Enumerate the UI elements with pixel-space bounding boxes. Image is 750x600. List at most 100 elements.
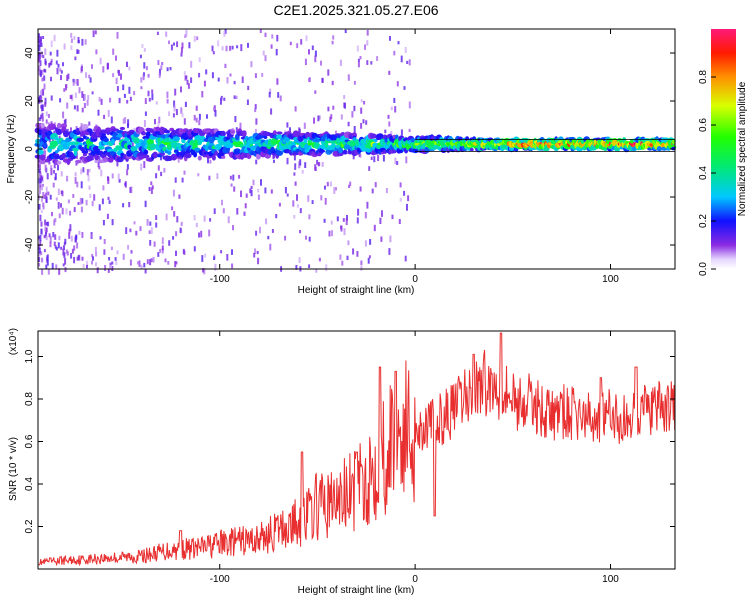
noise-cell — [56, 68, 59, 75]
noise-cell — [246, 99, 249, 105]
noise-cell — [129, 228, 132, 233]
noise-cell — [122, 253, 125, 260]
noise-cell — [40, 184, 43, 191]
noise-cell — [175, 109, 178, 116]
noise-cell — [318, 115, 321, 120]
noise-cell — [46, 259, 49, 266]
noise-cell — [38, 65, 41, 72]
noise-cell — [151, 93, 154, 101]
noise-cell — [403, 86, 406, 90]
noise-cell — [89, 77, 92, 83]
noise-cell — [73, 105, 76, 110]
noise-cell — [159, 68, 161, 76]
noise-cell — [143, 161, 146, 169]
noise-cell — [225, 45, 228, 52]
ridge-cell — [410, 138, 416, 142]
noise-cell — [227, 216, 230, 224]
noise-cell — [180, 47, 183, 53]
noise-cell — [88, 168, 91, 173]
noise-cell — [149, 240, 152, 246]
noise-cell — [46, 173, 49, 180]
noise-cell — [235, 127, 238, 134]
colorbar-tick-label: 0.2 — [698, 214, 709, 228]
noise-cell — [276, 78, 279, 85]
noise-cell — [143, 120, 146, 127]
noise-cell — [44, 97, 47, 105]
noise-cell — [60, 171, 63, 177]
noise-cell — [400, 129, 403, 136]
ridge-cell — [115, 136, 120, 141]
noise-cell — [72, 81, 75, 86]
noise-cell — [155, 101, 158, 105]
noise-cell — [57, 201, 60, 209]
noise-cell — [153, 241, 156, 247]
noise-cell — [357, 58, 360, 63]
ridge-cell — [342, 149, 348, 155]
noise-cell — [96, 267, 99, 274]
noise-cell — [330, 220, 333, 225]
noise-cell — [48, 114, 50, 118]
noise-cell — [244, 203, 247, 209]
noise-cell — [176, 216, 179, 223]
noise-cell — [66, 74, 69, 81]
noise-cell — [54, 173, 57, 180]
noise-cell — [277, 92, 280, 98]
noise-cell — [229, 175, 232, 180]
noise-cell — [254, 73, 257, 78]
noise-cell — [391, 214, 394, 220]
noise-cell — [44, 48, 47, 55]
noise-cell — [368, 255, 371, 259]
noise-cell — [157, 165, 160, 171]
ridge-cell — [318, 149, 326, 153]
noise-cell — [164, 258, 167, 263]
noise-cell — [267, 235, 270, 240]
noise-cell — [326, 181, 329, 187]
noise-cell — [131, 142, 134, 149]
noise-cell — [40, 104, 43, 109]
noise-cell — [147, 90, 150, 97]
noise-cell — [128, 66, 131, 71]
noise-cell — [87, 174, 90, 182]
noise-cell — [38, 157, 41, 163]
snr-x-axis-label: Height of straight line (km) — [298, 585, 415, 596]
ridge-cell — [197, 155, 202, 161]
noise-cell — [334, 130, 337, 134]
noise-cell — [170, 44, 173, 51]
noise-cell — [38, 69, 41, 76]
noise-cell — [404, 255, 407, 262]
noise-cell — [38, 53, 41, 60]
noise-cell — [127, 119, 130, 127]
ridge-cell — [103, 137, 109, 142]
noise-cell — [268, 91, 271, 98]
noise-cell — [305, 35, 308, 41]
ridge-cell — [159, 151, 165, 156]
noise-cell — [257, 188, 260, 193]
noise-cell — [39, 181, 42, 185]
y-tick-label: 0.2 — [24, 519, 35, 533]
noise-cell — [62, 248, 65, 256]
noise-cell — [356, 217, 359, 224]
noise-cell — [229, 45, 232, 51]
noise-cell — [151, 185, 154, 190]
noise-cell — [250, 185, 253, 190]
noise-cell — [38, 33, 40, 38]
ridge-cell — [258, 134, 264, 139]
ridge-cell — [94, 159, 99, 164]
noise-cell — [212, 51, 215, 55]
noise-cell — [145, 66, 148, 71]
noise-cell — [77, 40, 80, 44]
colorbar: 0.0 0.2 0.4 0.6 0.8 Normalized spectral ampl… — [698, 29, 748, 276]
noise-cell — [380, 236, 383, 242]
noise-cell — [353, 126, 356, 133]
noise-cell — [48, 161, 51, 165]
noise-cell — [111, 261, 114, 265]
noise-cell — [364, 212, 367, 219]
noise-cell — [399, 182, 402, 188]
ridge-cell — [143, 149, 149, 155]
noise-cell — [385, 188, 388, 194]
noise-cell — [313, 117, 315, 124]
ridge-cell — [307, 140, 313, 144]
noise-cell — [52, 182, 55, 188]
noise-cell — [223, 97, 226, 101]
noise-cell — [245, 193, 248, 198]
